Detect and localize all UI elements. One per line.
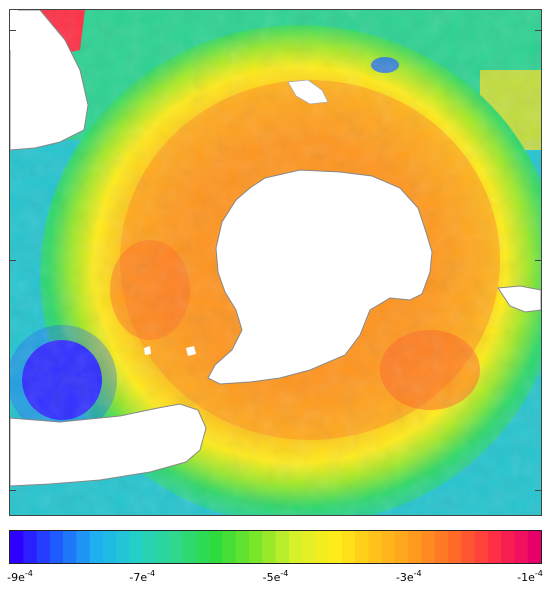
colorbar-swatch bbox=[355, 531, 370, 563]
colorbar-swatch bbox=[248, 531, 263, 563]
colorbar-swatch bbox=[49, 531, 64, 563]
colorbar-swatch bbox=[222, 531, 237, 563]
colorbar-swatch bbox=[235, 531, 250, 563]
colorbar-swatch bbox=[129, 531, 144, 563]
new-zealand-land bbox=[497, 285, 541, 313]
colorbar-swatch bbox=[514, 531, 529, 563]
colorbar-swatch bbox=[275, 531, 290, 563]
small-island-2 bbox=[144, 346, 151, 355]
colorbar-swatch bbox=[421, 531, 436, 563]
colorbar-swatch bbox=[142, 531, 157, 563]
frame-tick-left-bot bbox=[10, 490, 16, 491]
colorbar-swatch bbox=[501, 531, 516, 563]
colorbar-swatch bbox=[63, 531, 77, 563]
small-island bbox=[186, 346, 196, 356]
colorbar-swatch bbox=[527, 531, 541, 563]
colorbar-swatch bbox=[36, 531, 51, 563]
field-map bbox=[10, 10, 541, 515]
frame-tick-left-top bbox=[10, 30, 16, 31]
colorbar-swatch bbox=[474, 531, 489, 563]
colorbar-swatch bbox=[328, 531, 343, 563]
colorbar-tick-label: -7e-4 bbox=[129, 569, 156, 584]
colorbar-swatch bbox=[341, 531, 356, 563]
colorbar-swatch bbox=[182, 531, 197, 563]
colorbar-swatch bbox=[89, 531, 104, 563]
colorbar-tick-label: -1e-4 bbox=[517, 569, 543, 584]
antarctica-land bbox=[207, 169, 433, 385]
colorbar-swatch bbox=[487, 531, 502, 563]
colorbar-swatch bbox=[381, 531, 396, 563]
colorbar-swatch bbox=[461, 531, 476, 563]
south-america-land bbox=[10, 10, 89, 151]
colorbar bbox=[9, 530, 542, 564]
colorbar-swatch bbox=[262, 531, 277, 563]
colorbar-swatch bbox=[195, 531, 210, 563]
frame-tick-right-top bbox=[535, 30, 541, 31]
colorbar-swatch bbox=[288, 531, 303, 563]
south-georgia-land bbox=[287, 79, 329, 105]
colorbar-swatch bbox=[408, 531, 423, 563]
colorbar-swatch bbox=[10, 531, 24, 563]
colorbar-swatch bbox=[23, 531, 38, 563]
colorbar-swatch bbox=[448, 531, 462, 563]
australia-land bbox=[10, 403, 207, 487]
frame-tick-right-bot bbox=[535, 490, 541, 491]
colorbar-swatch bbox=[169, 531, 184, 563]
colorbar-swatch bbox=[368, 531, 383, 563]
colorbar-tick-label: -5e-4 bbox=[262, 569, 289, 584]
colorbar-swatch bbox=[434, 531, 449, 563]
colorbar-swatch bbox=[394, 531, 409, 563]
map-panel bbox=[9, 9, 542, 516]
colorbar-swatch bbox=[76, 531, 91, 563]
colorbar-swatch bbox=[156, 531, 170, 563]
colorbar-swatch bbox=[315, 531, 330, 563]
colorbar-tick-label: -9e-4 bbox=[7, 569, 33, 584]
colorbar-tick-label: -3e-4 bbox=[395, 569, 422, 584]
frame-tick-right-mid bbox=[535, 260, 541, 261]
colorbar-swatch bbox=[209, 531, 224, 563]
colorbar-swatch bbox=[302, 531, 316, 563]
frame-tick-left-mid bbox=[10, 260, 16, 261]
colorbar-swatch bbox=[116, 531, 131, 563]
colorbar-swatch bbox=[102, 531, 117, 563]
colorbar-swatches bbox=[10, 531, 541, 563]
